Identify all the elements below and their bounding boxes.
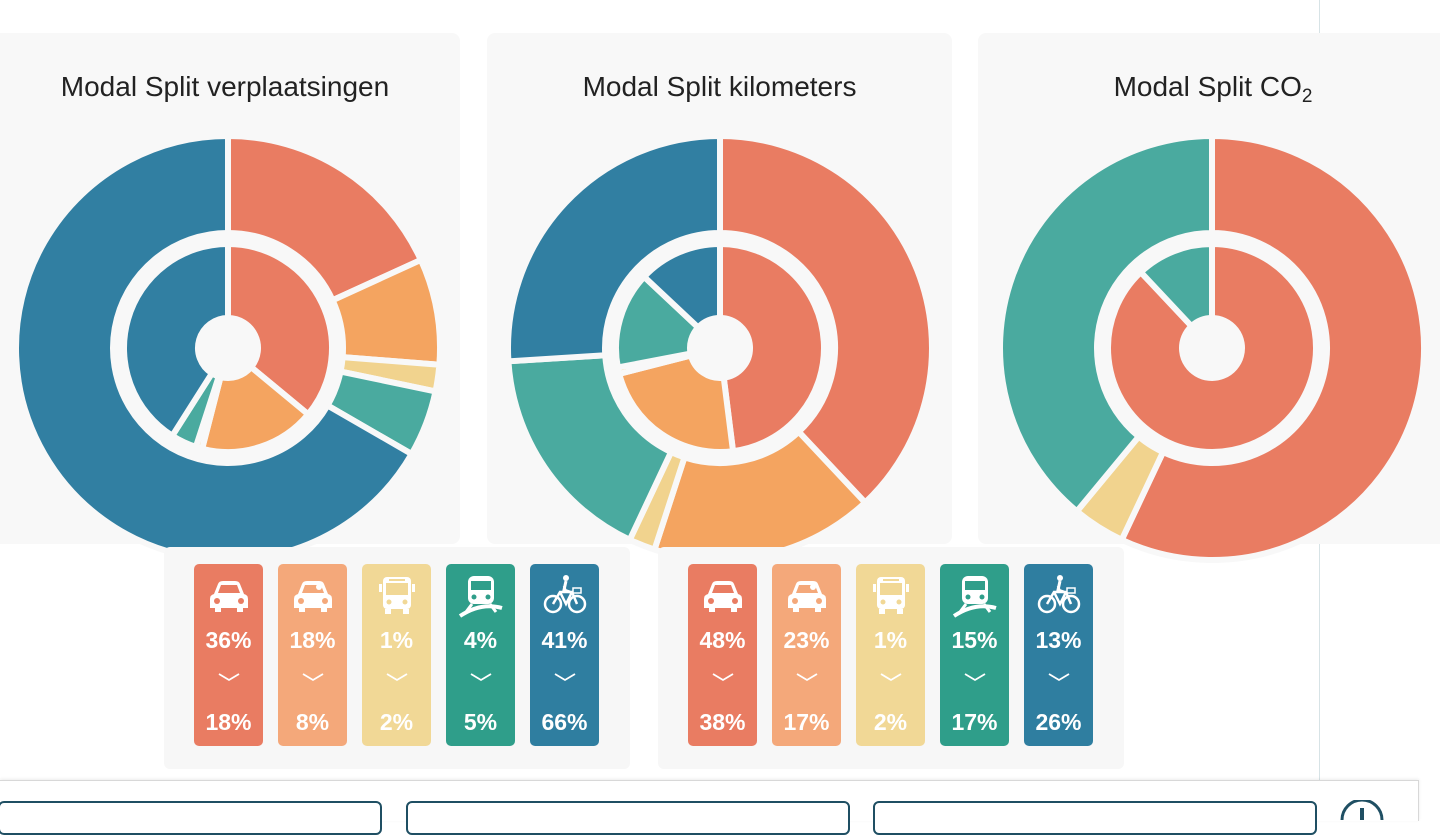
chevron-down-icon [302,673,324,682]
current-share: 1% [873,627,908,653]
outer-slice-car [1118,133,1427,563]
chart-panel-kilometers: Modal Split kilometers [487,33,952,563]
current-share: 48% [699,627,746,653]
current-share: 4% [463,627,498,653]
legend-tile-car-passenger[interactable]: 23% 17% [772,564,841,746]
car-passenger-icon [788,581,826,612]
legend-tile-car[interactable]: 36% 18% [194,564,263,746]
train-icon [952,576,997,618]
legend-tile-bus[interactable]: 1% 2% [856,564,925,746]
legend-tile-train[interactable]: 4% 5% [446,564,515,746]
current-share: 41% [541,627,588,653]
outer-slice-bike [505,133,723,365]
target-share: 17% [783,709,830,735]
inner-slice-car-passenger [199,364,312,455]
car-icon [210,581,248,612]
bottom-toolbar [0,780,1419,835]
dropdown-3[interactable] [873,801,1317,835]
chevron-down-icon [880,673,902,682]
chevron-down-icon [386,673,408,682]
inner-slice-train [1137,241,1215,330]
chevron-down-icon [218,673,240,682]
donut-chart-kilometers [505,133,935,563]
car-passenger-icon [294,581,332,612]
dropdown-2[interactable] [406,801,850,835]
target-share: 17% [951,709,998,735]
bus-icon [379,577,415,614]
legend-verplaatsingen: 36% 18% 18% 8% 1% 2% 4% 5% 41% 66% [164,547,630,769]
chevron-down-icon [1048,673,1070,682]
target-share: 2% [379,709,414,735]
chevron-down-icon [554,673,576,682]
legend-tile-car-passenger[interactable]: 18% 8% [278,564,347,746]
current-share: 23% [783,627,830,653]
chevron-down-icon [712,673,734,682]
target-share: 2% [873,709,908,735]
target-share: 5% [463,709,498,735]
legend-tile-car[interactable]: 48% 38% [688,564,757,746]
inner-slice-car-passenger [616,352,737,455]
donut-chart-co2 [997,133,1427,563]
chart-title: Modal Split CO2 [1113,71,1313,107]
car-icon [704,581,742,612]
target-share: 26% [1035,709,1082,735]
bike-icon [543,575,587,614]
inner-slice-train [613,273,702,371]
chart-title: Modal Split verplaatsingen [60,71,390,102]
legend-tile-train[interactable]: 15% 17% [940,564,1009,746]
chevron-down-icon [964,673,986,682]
inner-slice-car [717,241,827,455]
outer-slice-car [225,133,424,304]
chart-panel-verplaatsingen: Modal Split verplaatsingen [0,33,460,563]
legend-tile-bike[interactable]: 41% 66% [530,564,599,746]
legend-tile-bus[interactable]: 1% 2% [362,564,431,746]
target-share: 8% [295,709,330,735]
bus-icon [873,577,909,614]
inner-slice-bike [641,241,723,331]
target-share: 38% [699,709,746,735]
outer-slice-train [505,352,675,543]
current-share: 36% [205,627,252,653]
legend-kilometers: 48% 38% 23% 17% 1% 2% 15% 17% 13% 26% [658,547,1124,769]
chevron-down-icon [796,673,818,682]
chevron-down-icon [470,673,492,682]
outer-slice-car [717,133,935,506]
current-share: 1% [379,627,414,653]
info-icon[interactable] [1340,800,1384,820]
target-share: 18% [205,709,252,735]
donut-chart-verplaatsingen [13,133,443,563]
outer-slice-train [997,133,1215,515]
target-share: 66% [541,709,588,735]
legend-tile-bike[interactable]: 13% 26% [1024,564,1093,746]
current-share: 18% [289,627,336,653]
current-share: 13% [1035,627,1082,653]
dropdown-1[interactable] [0,801,382,835]
chart-title: Modal Split kilometers [582,71,857,102]
chart-panel-co2: Modal Split CO2 [978,33,1440,563]
current-share: 15% [951,627,998,653]
inner-slice-bike [121,241,231,439]
train-icon [458,576,503,618]
inner-slice-car [225,241,335,418]
bike-icon [1037,575,1081,614]
